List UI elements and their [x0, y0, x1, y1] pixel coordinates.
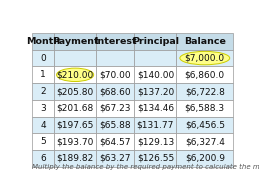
Text: $6,200.9: $6,200.9 — [185, 154, 225, 163]
Text: $205.80: $205.80 — [56, 87, 94, 96]
Bar — [96, 150, 134, 167]
Text: $210.00: $210.00 — [56, 70, 94, 79]
Bar — [134, 150, 176, 167]
Bar — [32, 33, 54, 50]
Bar — [32, 133, 54, 150]
Text: $140.00: $140.00 — [137, 70, 174, 79]
Bar — [32, 117, 54, 133]
Text: 4: 4 — [40, 120, 46, 130]
Bar — [134, 100, 176, 117]
Text: Principal: Principal — [132, 37, 179, 46]
Bar — [176, 117, 233, 133]
Bar — [134, 50, 176, 67]
Bar — [176, 83, 233, 100]
Bar — [134, 33, 176, 50]
Text: 3: 3 — [40, 104, 46, 113]
Text: $134.46: $134.46 — [137, 104, 174, 113]
Text: 0: 0 — [40, 54, 46, 63]
Bar — [54, 50, 96, 67]
Text: $70.00: $70.00 — [99, 70, 131, 79]
Bar — [176, 150, 233, 167]
Bar — [54, 117, 96, 133]
Bar — [96, 83, 134, 100]
Bar — [96, 133, 134, 150]
Text: $68.60: $68.60 — [99, 87, 131, 96]
Bar — [32, 67, 54, 83]
Text: $64.57: $64.57 — [99, 137, 131, 146]
Text: $7,000.0: $7,000.0 — [185, 54, 225, 63]
Bar — [176, 100, 233, 117]
Bar — [176, 133, 233, 150]
Text: $129.13: $129.13 — [137, 137, 174, 146]
Text: $6,327.4: $6,327.4 — [185, 137, 225, 146]
Bar — [96, 67, 134, 83]
Text: Multiply the balance by the required payment to calculate the minimum payment: Multiply the balance by the required pay… — [32, 164, 259, 170]
Text: $137.20: $137.20 — [137, 87, 174, 96]
Bar — [32, 83, 54, 100]
Text: $67.23: $67.23 — [99, 104, 131, 113]
Bar — [54, 150, 96, 167]
Text: 6: 6 — [40, 154, 46, 163]
Ellipse shape — [180, 51, 230, 65]
Bar — [54, 100, 96, 117]
Bar — [54, 33, 96, 50]
Bar — [32, 150, 54, 167]
Text: $65.88: $65.88 — [99, 120, 131, 130]
Bar — [176, 50, 233, 67]
Bar — [32, 50, 54, 67]
Bar — [176, 67, 233, 83]
Bar — [96, 33, 134, 50]
Bar — [96, 100, 134, 117]
Bar — [134, 117, 176, 133]
Bar — [176, 33, 233, 50]
Text: $201.68: $201.68 — [56, 104, 94, 113]
Text: Interest: Interest — [94, 37, 136, 46]
Text: $197.65: $197.65 — [56, 120, 94, 130]
Text: $6,456.5: $6,456.5 — [185, 120, 225, 130]
Text: 5: 5 — [40, 137, 46, 146]
Text: 1: 1 — [40, 70, 46, 79]
Text: Balance: Balance — [184, 37, 226, 46]
Text: $63.27: $63.27 — [99, 154, 131, 163]
Bar — [134, 133, 176, 150]
Text: 2: 2 — [40, 87, 46, 96]
Bar — [54, 67, 96, 83]
Text: $131.77: $131.77 — [137, 120, 174, 130]
Text: $6,588.3: $6,588.3 — [185, 104, 225, 113]
Bar — [134, 83, 176, 100]
Bar — [96, 117, 134, 133]
Bar — [96, 50, 134, 67]
Text: Payment: Payment — [52, 37, 98, 46]
Text: $126.55: $126.55 — [137, 154, 174, 163]
Text: $6,860.0: $6,860.0 — [185, 70, 225, 79]
Text: $189.82: $189.82 — [56, 154, 94, 163]
Bar — [54, 133, 96, 150]
Bar — [134, 67, 176, 83]
Bar — [54, 83, 96, 100]
Text: Month: Month — [26, 37, 60, 46]
Ellipse shape — [56, 68, 94, 81]
Text: $193.70: $193.70 — [56, 137, 94, 146]
Text: $6,722.8: $6,722.8 — [185, 87, 225, 96]
Bar — [32, 100, 54, 117]
